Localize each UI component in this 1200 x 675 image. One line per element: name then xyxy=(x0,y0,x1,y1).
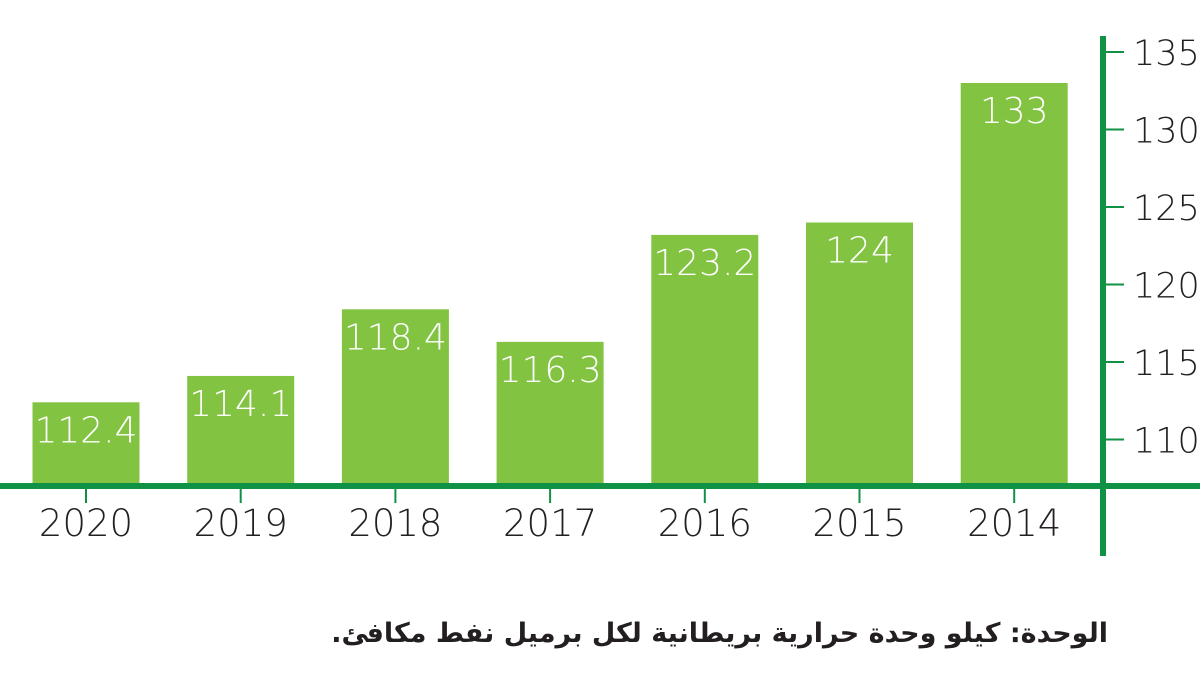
bar-2014 xyxy=(960,83,1068,486)
y-tick-label-135: 135 xyxy=(1133,34,1200,74)
y-tick-label-110: 110 xyxy=(1133,422,1200,462)
x-tick-label-2019: 2019 xyxy=(194,502,288,545)
data-label-2020: 112.4 xyxy=(34,410,137,451)
y-tick-label-115: 115 xyxy=(1133,344,1200,384)
bars-layer xyxy=(32,83,1068,486)
x-tick-label-2018: 2018 xyxy=(348,502,442,545)
data-label-2018: 118.4 xyxy=(344,317,447,358)
y-tick-label-125: 125 xyxy=(1133,189,1200,229)
bar-2016 xyxy=(651,234,759,486)
y-tick-label-130: 130 xyxy=(1133,112,1200,152)
data-label-2019: 114.1 xyxy=(189,384,292,425)
unit-footnote: الوحدة: كيلو وحدة حرارية بريطانية لكل بر… xyxy=(331,618,1108,649)
bar-2020 xyxy=(32,402,140,486)
data-label-2014: 133 xyxy=(980,91,1049,132)
y-tick-label-120: 120 xyxy=(1133,267,1200,307)
data-label-2015: 124 xyxy=(825,231,894,272)
x-tick-label-2015: 2015 xyxy=(812,502,906,545)
x-tick-label-2016: 2016 xyxy=(658,502,752,545)
x-tick-label-2020: 2020 xyxy=(39,502,133,545)
axes-layer xyxy=(0,36,1200,556)
x-tick-label-2017: 2017 xyxy=(503,502,597,545)
bar-2018 xyxy=(341,309,449,486)
bar-2019 xyxy=(187,375,295,486)
data-label-2016: 123.2 xyxy=(653,243,756,284)
bar-2017 xyxy=(496,341,604,486)
bar-2015 xyxy=(806,222,913,486)
labels-layer: 112.4 2020 114.1 2019 118.4 2018 116.3 2017 123.… xyxy=(34,34,1199,545)
x-tick-label-2014: 2014 xyxy=(967,502,1061,545)
data-label-2017: 116.3 xyxy=(499,350,602,391)
